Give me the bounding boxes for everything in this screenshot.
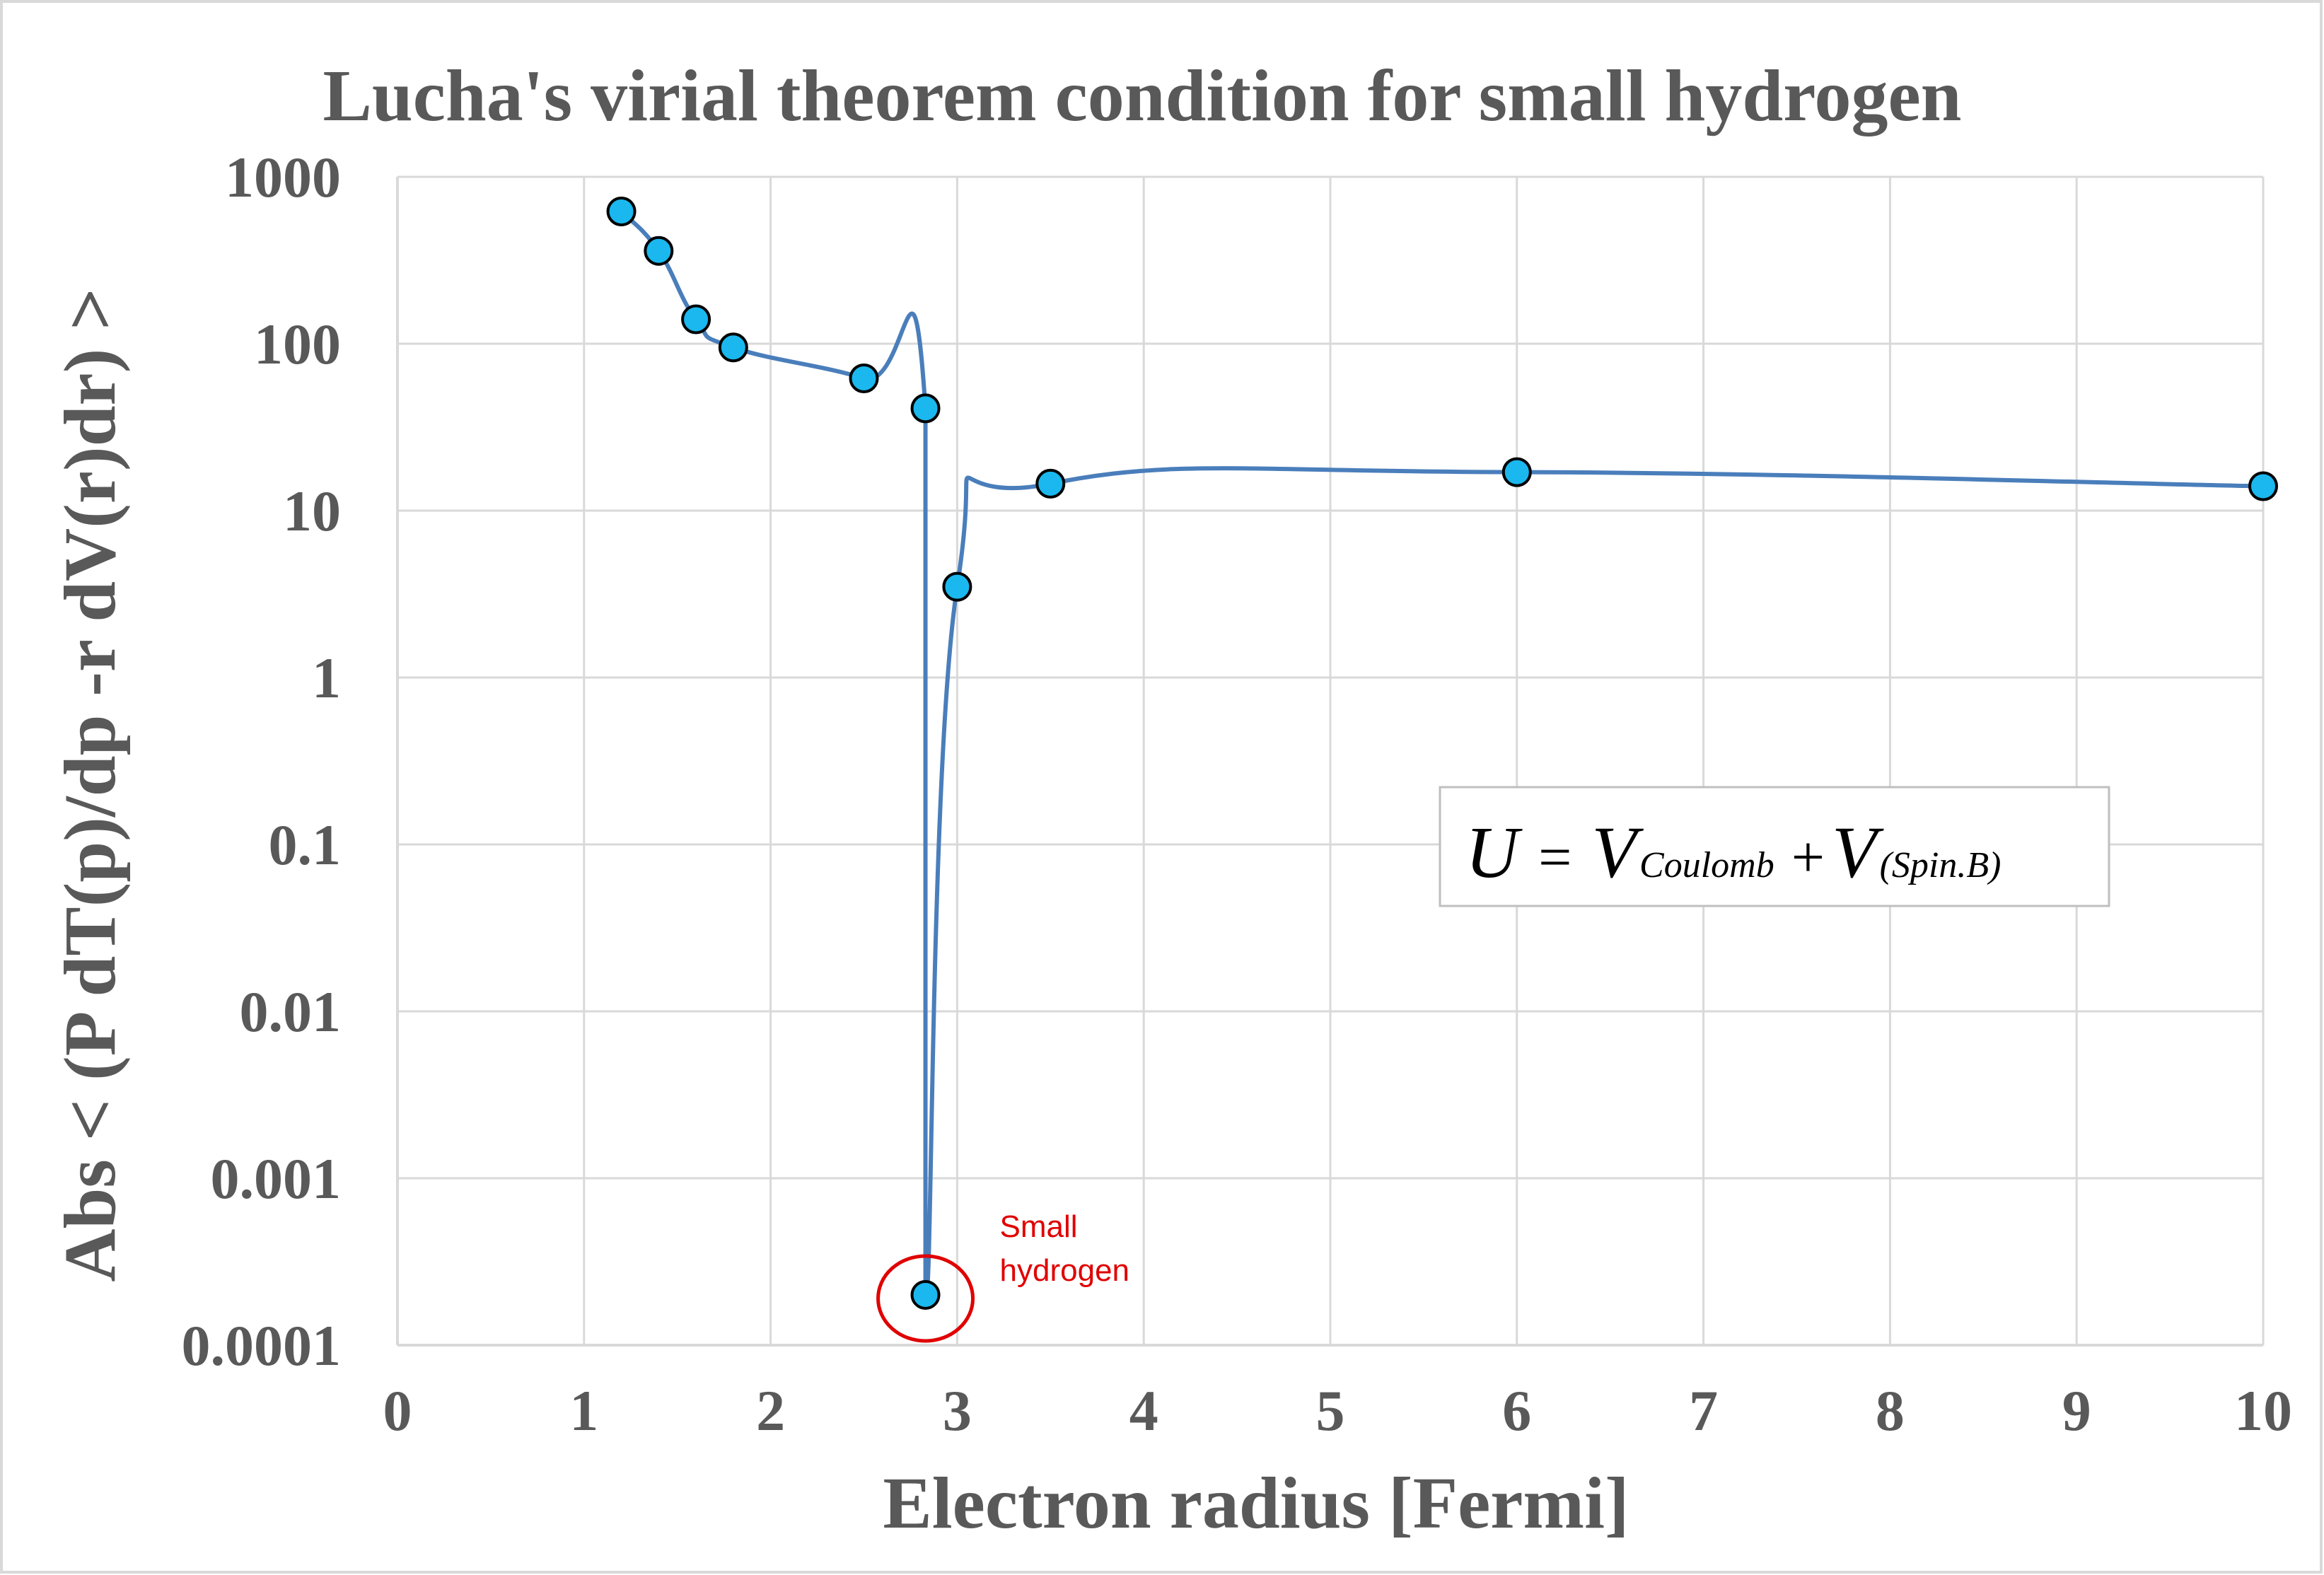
formula-box: U = V Coulomb + V (Spin.B) <box>1439 786 2110 907</box>
x-tick-label: 8 <box>1876 1378 1905 1443</box>
formula-v-coulomb: V <box>1591 812 1644 893</box>
markers <box>606 196 2278 1310</box>
y-tick-label: 0.001 <box>211 1146 342 1211</box>
x-tick-label: 10 <box>2234 1378 2292 1443</box>
formula-sub-coulomb: Coulomb <box>1639 845 1774 885</box>
annotation-text-line-1: Small <box>1000 1209 1078 1244</box>
y-tick-label: 1 <box>312 646 341 710</box>
x-tick-label: 4 <box>1129 1378 1158 1443</box>
y-tick-label: 100 <box>254 312 341 376</box>
x-tick-label: 3 <box>943 1378 972 1443</box>
y-tick-label: 10 <box>283 479 341 543</box>
x-axis-label: Electron radius [Fermi] <box>883 1463 1629 1544</box>
x-tick-label: 7 <box>1689 1378 1718 1443</box>
data-point <box>849 363 879 393</box>
data-point <box>2248 471 2278 501</box>
data-point <box>910 1279 941 1310</box>
x-tick-label: 0 <box>383 1378 412 1443</box>
chart-title: Lucha's virial theorem condition for sma… <box>323 55 1962 136</box>
data-point <box>1035 468 1066 499</box>
x-tick-label: 1 <box>569 1378 598 1443</box>
y-axis-label: Abs < (P dT(p)/dp -r dV(r)dr) > <box>50 288 131 1281</box>
data-point <box>1501 457 1532 487</box>
y-tick-label: 1000 <box>225 145 341 209</box>
data-point <box>910 393 941 424</box>
formula-box-border <box>1439 786 2110 907</box>
annotation-circle <box>876 1254 975 1343</box>
data-point <box>644 236 674 266</box>
formula-lhs: U <box>1465 812 1523 893</box>
data-point <box>718 332 748 363</box>
x-tick-labels: 0 1 2 3 4 5 6 7 8 9 10 <box>383 1378 2293 1443</box>
x-tick-label: 2 <box>756 1378 785 1443</box>
x-tick-label: 6 <box>1502 1378 1531 1443</box>
grid <box>397 175 2265 1345</box>
formula-equals: = <box>1538 825 1571 890</box>
x-tick-label: 5 <box>1316 1378 1345 1443</box>
formula-v-spin: V <box>1832 812 1884 893</box>
y-tick-label: 0.0001 <box>182 1313 342 1378</box>
formula: U = V Coulomb + V (Spin.B) <box>1465 812 2001 893</box>
annotation-text-line-2: hydrogen <box>1000 1253 1129 1288</box>
data-point <box>681 304 711 335</box>
y-tick-label: 0.01 <box>240 980 342 1044</box>
y-tick-labels: 0.0001 0.001 0.01 0.1 1 10 100 1000 <box>182 145 342 1378</box>
formula-plus: + <box>1791 825 1825 890</box>
formula-sub-spin: (Spin.B) <box>1880 845 2001 885</box>
data-point <box>942 571 972 602</box>
x-tick-label: 9 <box>2062 1378 2091 1443</box>
axes <box>396 177 2263 1347</box>
y-tick-label: 0.1 <box>269 813 342 877</box>
small-hydrogen-annotation: Small hydrogen <box>876 1209 1129 1343</box>
data-point <box>606 196 637 226</box>
